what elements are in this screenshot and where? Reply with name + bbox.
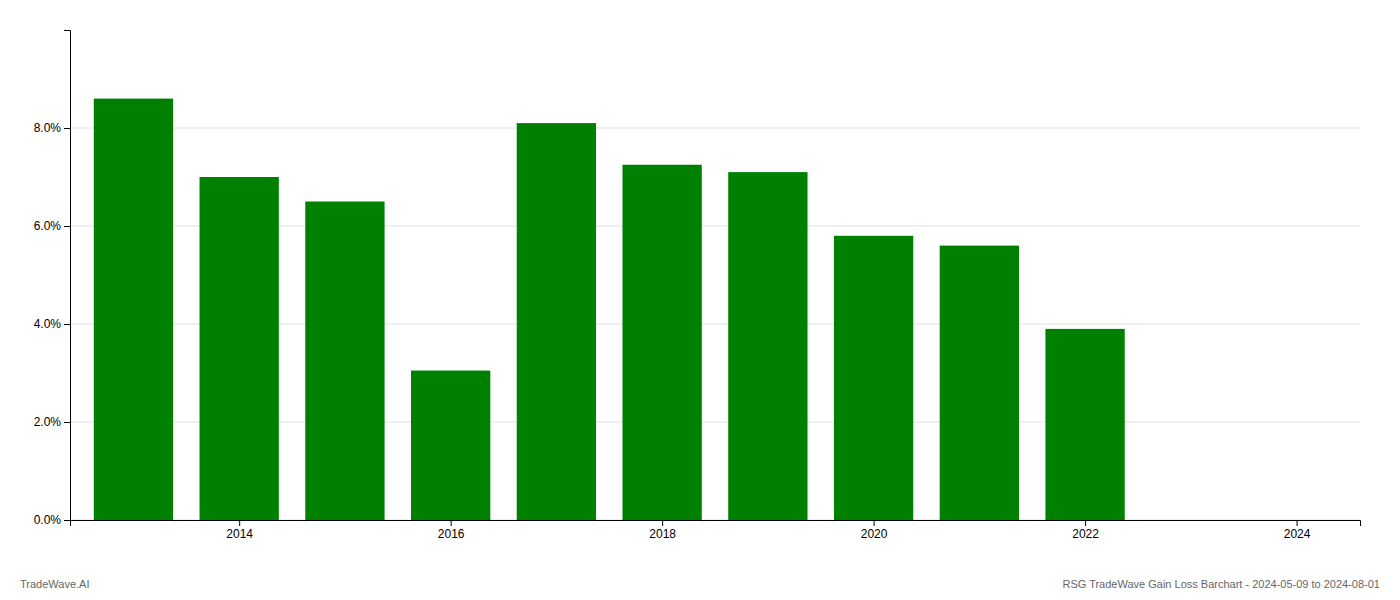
bar [1045, 329, 1124, 520]
bar [622, 165, 701, 520]
x-tick-mark [239, 520, 240, 526]
bar [834, 236, 913, 520]
y-tick-mark [64, 422, 70, 423]
grid-line [70, 128, 1360, 129]
x-tick-label: 2020 [861, 527, 888, 541]
y-axis-line [64, 31, 71, 521]
chart: 2014 2016 2018 2020 2022 2024 0.0% 2.0% 4.0% 6.0%… [0, 0, 1400, 600]
x-axis: 2014 2016 2018 2020 2022 2024 [71, 520, 1361, 541]
x-axis-line [71, 521, 1361, 527]
y-tick: 0.0% [34, 513, 70, 527]
plot: 2014 2016 2018 2020 2022 2024 0.0% 2.0% 4.0% 6.0%… [34, 31, 1361, 541]
x-tick-mark [874, 520, 875, 526]
bar [940, 246, 1019, 520]
y-tick-label: 8.0% [34, 121, 62, 135]
y-tick-label: 2.0% [34, 415, 62, 429]
bar [200, 177, 279, 520]
bar [517, 123, 596, 520]
x-tick: 2020 [861, 520, 888, 541]
x-tick: 2022 [1072, 520, 1099, 541]
y-tick: 4.0% [34, 317, 70, 331]
x-tick: 2018 [649, 520, 676, 541]
x-tick-label: 2024 [1284, 527, 1311, 541]
x-tick-label: 2016 [438, 527, 465, 541]
x-tick: 2016 [438, 520, 465, 541]
x-tick-mark [1085, 520, 1086, 526]
bar [728, 172, 807, 520]
x-tick-mark [1297, 520, 1298, 526]
x-tick-mark [451, 520, 452, 526]
y-tick: 8.0% [34, 121, 70, 135]
y-tick: 6.0% [34, 219, 70, 233]
bar [94, 99, 173, 520]
y-tick-mark [64, 128, 70, 129]
annotation: RSG TradeWave Gain Loss Barchart - 2024-… [1062, 578, 1380, 590]
y-tick-label: 0.0% [34, 513, 62, 527]
y-axis: 0.0% 2.0% 4.0% 6.0% 8.0% [34, 31, 71, 528]
y-tick-label: 6.0% [34, 219, 62, 233]
y-tick-label: 4.0% [34, 317, 62, 331]
y-tick-mark [64, 324, 70, 325]
x-tick-label: 2022 [1072, 527, 1099, 541]
x-tick-label: 2018 [649, 527, 676, 541]
x-tick: 2024 [1284, 520, 1311, 541]
x-tick: 2014 [226, 520, 253, 541]
annotation: TradeWave.AI [20, 578, 90, 590]
y-tick-mark [64, 226, 70, 227]
grid [70, 128, 1360, 520]
y-tick-mark [64, 520, 70, 521]
bar [411, 371, 490, 520]
x-tick-label: 2014 [226, 527, 253, 541]
y-tick: 2.0% [34, 415, 70, 429]
bar [305, 202, 384, 521]
bars [94, 99, 1125, 520]
x-tick-mark [662, 520, 663, 526]
